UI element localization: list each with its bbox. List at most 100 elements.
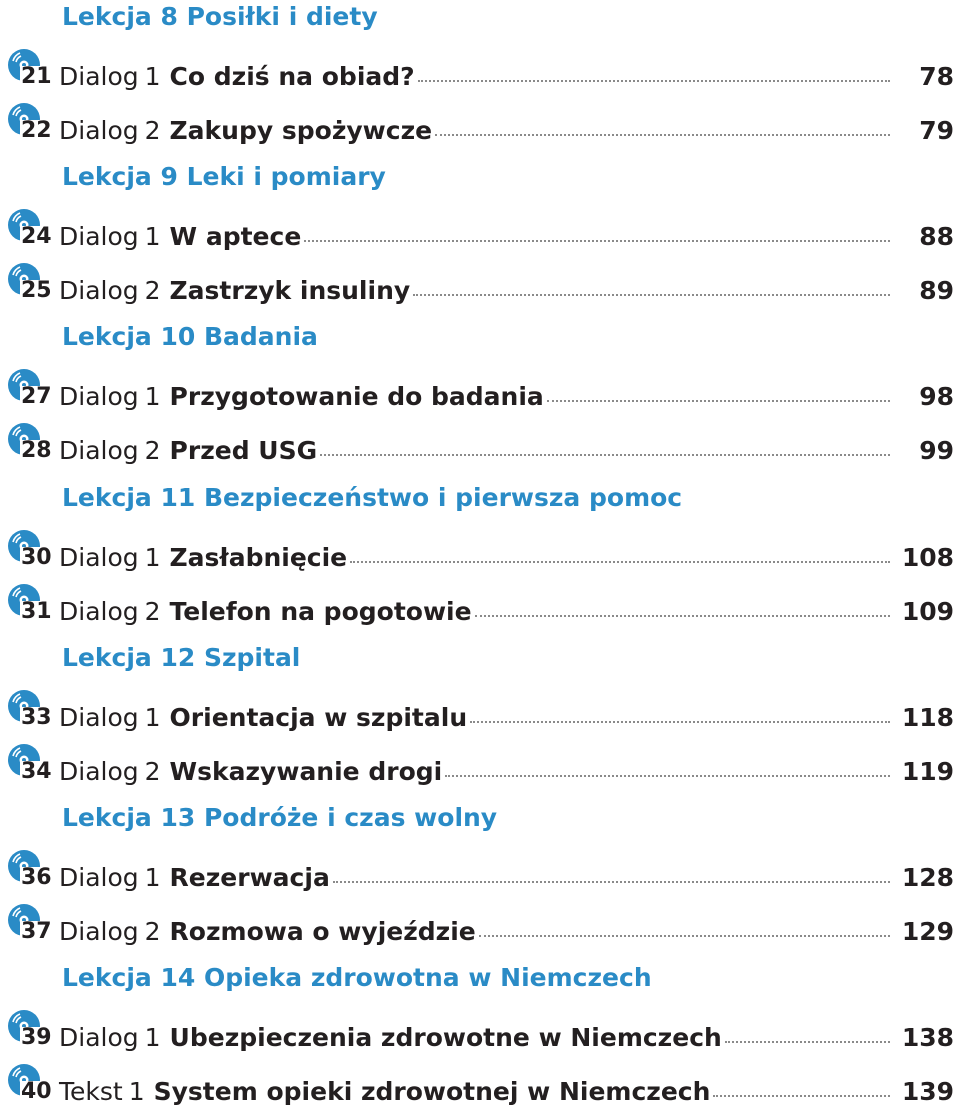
track-number: 28: [20, 440, 53, 462]
lesson-heading: Lekcja 13 Podróże i czas wolny: [62, 805, 497, 830]
entry-number: 2: [145, 599, 161, 624]
entry-label: Dialog 1 Zasłabnięcie: [59, 545, 890, 570]
entry-kind: Dialog: [59, 919, 139, 944]
page-number: 109: [902, 599, 954, 624]
entry-title: Rozmowa o wyjeździe: [170, 919, 476, 944]
entry-label: Dialog 2 Przed USG: [59, 438, 890, 463]
dot-leader: [470, 721, 890, 723]
track-number: 24: [20, 226, 53, 248]
entry-number: 2: [145, 919, 161, 944]
entry-label: Dialog 1 Przygotowanie do badania: [59, 384, 890, 409]
dot-leader: [435, 134, 890, 136]
entry-number: 2: [145, 438, 161, 463]
entry-number: 1: [129, 1079, 145, 1104]
page-number: 129: [902, 919, 954, 944]
lesson-heading: Lekcja 8 Posiłki i diety: [62, 4, 378, 29]
entry-number: 1: [145, 545, 161, 570]
track-number: 30: [20, 547, 53, 569]
toc-entry[interactable]: 40 Tekst 1 System opieki zdrowotnej w Niemc…: [0, 1077, 960, 1113]
entry-kind: Dialog: [59, 224, 139, 249]
toc-entry[interactable]: 27 Dialog 1 Przygotowanie do badania 98: [0, 382, 960, 418]
entry-label: Dialog 1 W aptece: [59, 224, 890, 249]
entry-number: 2: [145, 118, 161, 143]
toc-entry[interactable]: 34 Dialog 2 Wskazywanie drogi 119: [0, 757, 960, 793]
track-number: 34: [20, 761, 53, 783]
entry-kind: Tekst: [59, 1079, 123, 1104]
entry-title: Ubezpieczenia zdrowotne w Niemczech: [170, 1025, 722, 1050]
track-number: 37: [20, 921, 53, 943]
toc-entry[interactable]: 33 Dialog 1 Orientacja w szpitalu 118: [0, 703, 960, 739]
entry-title: Wskazywanie drogi: [170, 759, 443, 784]
entry-label: Dialog 2 Zakupy spożywcze: [59, 118, 890, 143]
entry-kind: Dialog: [59, 759, 139, 784]
dot-leader: [475, 615, 890, 617]
entry-number: 1: [145, 705, 161, 730]
entry-label: Dialog 1 Rezerwacja: [59, 865, 890, 890]
entry-label: Dialog 1 Ubezpieczenia zdrowotne w Niemcze…: [59, 1025, 890, 1050]
entry-kind: Dialog: [59, 865, 139, 890]
dot-leader: [418, 80, 890, 82]
entry-title: Przed USG: [170, 438, 318, 463]
page-number: 98: [919, 384, 954, 409]
toc-entry[interactable]: 31 Dialog 2 Telefon na pogotowie 109: [0, 597, 960, 633]
entry-kind: Dialog: [59, 1025, 139, 1050]
entry-label: Tekst 1 System opieki zdrowotnej w Niemcze…: [59, 1079, 890, 1104]
toc-entry[interactable]: 25 Dialog 2 Zastrzyk insuliny 89: [0, 276, 960, 312]
entry-label: Dialog 2 Zastrzyk insuliny: [59, 278, 890, 303]
track-number: 31: [20, 601, 53, 623]
lesson-heading: Lekcja 11 Bezpieczeństwo i pierwsza pomo…: [62, 485, 682, 510]
dot-leader: [350, 561, 890, 563]
dot-leader: [713, 1095, 890, 1097]
entry-number: 1: [145, 1025, 161, 1050]
entry-label: Dialog 2 Rozmowa o wyjeździe: [59, 919, 890, 944]
entry-number: 2: [145, 278, 161, 303]
entry-label: Dialog 2 Wskazywanie drogi: [59, 759, 890, 784]
page-number: 89: [919, 278, 954, 303]
entry-title: Orientacja w szpitalu: [170, 705, 468, 730]
entry-kind: Dialog: [59, 64, 139, 89]
toc-entry[interactable]: 21 Dialog 1 Co dziś na obiad? 78: [0, 62, 960, 98]
entry-title: Telefon na pogotowie: [170, 599, 472, 624]
entry-number: 1: [145, 865, 161, 890]
entry-label: Dialog 2 Telefon na pogotowie: [59, 599, 890, 624]
dot-leader: [725, 1041, 890, 1043]
toc-entry[interactable]: 24 Dialog 1 W aptece 88: [0, 222, 960, 258]
page-number: 88: [919, 224, 954, 249]
dot-leader: [413, 294, 890, 296]
toc-entry[interactable]: 37 Dialog 2 Rozmowa o wyjeździe 129: [0, 917, 960, 953]
entry-title: Zastrzyk insuliny: [170, 278, 411, 303]
track-number: 25: [20, 280, 53, 302]
toc-entry[interactable]: 30 Dialog 1 Zasłabnięcie 108: [0, 543, 960, 579]
page-number: 78: [919, 64, 954, 89]
toc-entry[interactable]: 39 Dialog 1 Ubezpieczenia zdrowotne w Niemc…: [0, 1023, 960, 1059]
dot-leader: [320, 454, 890, 456]
entry-title: System opieki zdrowotnej w Niemczech: [154, 1079, 711, 1104]
page-number: 128: [902, 865, 954, 890]
entry-title: Zakupy spożywcze: [170, 118, 433, 143]
dot-leader: [333, 881, 890, 883]
dot-leader: [479, 935, 890, 937]
page-number: 118: [902, 705, 954, 730]
page-number: 139: [902, 1079, 954, 1104]
entry-number: 2: [145, 759, 161, 784]
toc-entry[interactable]: 28 Dialog 2 Przed USG 99: [0, 436, 960, 472]
entry-kind: Dialog: [59, 545, 139, 570]
entry-kind: Dialog: [59, 384, 139, 409]
track-number: 21: [20, 66, 53, 88]
page-number: 99: [919, 438, 954, 463]
page-number: 79: [919, 118, 954, 143]
entry-label: Dialog 1 Orientacja w szpitalu: [59, 705, 890, 730]
toc-entry[interactable]: 22 Dialog 2 Zakupy spożywcze 79: [0, 116, 960, 152]
dot-leader: [547, 400, 890, 402]
entry-kind: Dialog: [59, 705, 139, 730]
track-number: 40: [20, 1081, 53, 1103]
track-number: 36: [20, 867, 53, 889]
entry-title: Co dziś na obiad?: [170, 64, 415, 89]
entry-kind: Dialog: [59, 438, 139, 463]
toc-entry[interactable]: 36 Dialog 1 Rezerwacja 128: [0, 863, 960, 899]
track-number: 39: [20, 1027, 53, 1049]
entry-number: 1: [145, 384, 161, 409]
entry-label: Dialog 1 Co dziś na obiad?: [59, 64, 890, 89]
entry-title: Rezerwacja: [170, 865, 330, 890]
